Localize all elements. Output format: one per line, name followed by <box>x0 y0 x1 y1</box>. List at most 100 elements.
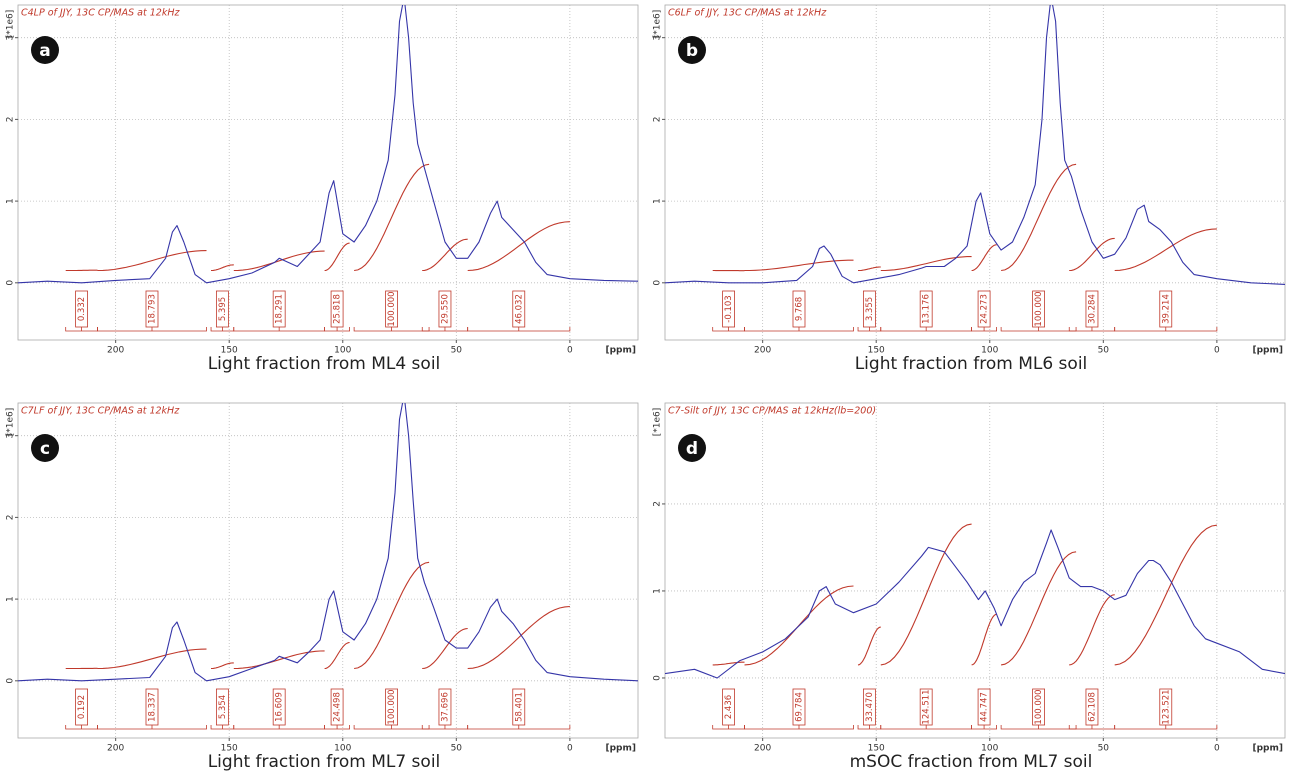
y-tick-label: 2 <box>6 515 16 521</box>
integral-label: 18.291 <box>275 294 285 324</box>
integral-label: 30.284 <box>1087 294 1097 324</box>
plot-area <box>18 0 638 283</box>
integral-label: -0.103 <box>724 295 734 322</box>
plot-area <box>665 0 1285 284</box>
x-tick-label: 50 <box>451 744 463 754</box>
spectrum-title: C4LP of JJY, 13C CP/MAS at 12kHz <box>21 8 180 19</box>
integral-label: 46.032 <box>514 294 524 324</box>
integral-curve <box>858 627 881 665</box>
caption: Light fraction from ML6 soil <box>855 354 1088 374</box>
x-tick-label: 200 <box>107 346 124 356</box>
integral-curve <box>745 260 854 270</box>
integral-label: 44.747 <box>980 692 990 722</box>
integral-label: 5.354 <box>218 695 228 719</box>
integral-curve <box>211 265 234 271</box>
panel-label: a <box>39 41 50 61</box>
plot-area <box>18 395 638 681</box>
integral-curve <box>234 251 325 270</box>
integral-label: 18.337 <box>147 692 157 722</box>
integral-label: 100.000 <box>1034 689 1044 724</box>
plot-frame <box>665 5 1285 340</box>
integral-label: 0.192 <box>77 695 87 719</box>
integral-curve <box>1069 238 1115 270</box>
y-tick-label: 0 <box>6 678 16 684</box>
integral-curve <box>1001 164 1076 270</box>
integral-label: 100.000 <box>387 689 397 724</box>
integral-label: 9.768 <box>794 297 804 321</box>
integral-curve <box>881 524 972 665</box>
caption: mSOC fraction from ML7 soil <box>850 752 1093 772</box>
plot-frame <box>18 5 638 340</box>
x-tick-label: 0 <box>567 744 573 754</box>
y-axis-label: [*1e6] <box>653 408 663 437</box>
integral-label: 39.214 <box>1161 294 1171 324</box>
y-tick-label: 2 <box>653 117 663 123</box>
spectrum-line <box>18 395 638 681</box>
y-tick-label: 2 <box>6 117 16 123</box>
y-tick-label: 0 <box>653 280 663 286</box>
integral-curve <box>881 257 972 271</box>
panel-label: d <box>686 439 698 459</box>
integral-label: 100.000 <box>1034 291 1044 326</box>
integral-label: 2.436 <box>724 695 734 719</box>
integral-label: 33.470 <box>865 692 875 722</box>
integral-label: 124.511 <box>922 689 932 724</box>
y-axis-label: [*1e6] <box>6 408 16 437</box>
integral-label: 0.332 <box>77 297 87 321</box>
caption: Light fraction from ML4 soil <box>208 354 441 374</box>
integral-curve <box>354 562 429 668</box>
integral-label: 16.609 <box>275 692 285 722</box>
x-tick-label: 50 <box>451 346 463 356</box>
integral-label: 58.401 <box>514 692 524 722</box>
y-tick-label: 1 <box>653 588 663 594</box>
spectrum-title: C6LF of JJY, 13C CP/MAS at 12kHz <box>668 8 827 19</box>
integral-curve <box>325 243 350 270</box>
x-tick-label: 0 <box>1214 346 1220 356</box>
spectrum-title: C7-Silt of JJY, 13C CP/MAS at 12kHz(lb=2… <box>668 406 876 417</box>
y-tick-label: 2 <box>653 501 663 507</box>
integral-curve <box>858 267 881 271</box>
integral-curve <box>1115 525 1217 665</box>
spectrum-line <box>665 0 1285 284</box>
integral-label: 62.108 <box>1087 692 1097 722</box>
x-axis-label: [ppm] <box>606 346 637 356</box>
x-tick-label: 0 <box>567 346 573 356</box>
x-tick-label: 50 <box>1098 346 1110 356</box>
integral-curve <box>972 614 997 665</box>
integral-label: 3.355 <box>865 297 875 321</box>
integral-label: 69.784 <box>794 692 804 722</box>
integral-label: 13.176 <box>922 294 932 324</box>
integral-curve <box>972 245 997 271</box>
x-axis-label: [ppm] <box>1253 346 1284 356</box>
x-tick-label: 0 <box>1214 744 1220 754</box>
caption: Light fraction from ML7 soil <box>208 752 441 772</box>
panel-label: c <box>40 439 50 459</box>
spectrum-line <box>665 530 1285 678</box>
integral-curve <box>713 662 745 665</box>
x-axis-label: [ppm] <box>606 744 637 754</box>
integral-curve <box>325 643 350 669</box>
integral-curve <box>354 164 429 270</box>
integral-label: 5.395 <box>218 297 228 321</box>
integral-curve <box>468 607 570 669</box>
plot-frame <box>18 403 638 738</box>
integral-label: 24.273 <box>980 294 990 324</box>
integral-curve <box>211 663 234 669</box>
spectrum-line <box>18 0 638 283</box>
integral-label: 29.550 <box>440 294 450 324</box>
integral-label: 100.000 <box>387 291 397 326</box>
plot-area <box>665 524 1285 678</box>
spectrum-title: C7LF of JJY, 13C CP/MAS at 12kHz <box>21 406 180 417</box>
integral-curve <box>468 222 570 271</box>
integral-curve <box>1001 552 1076 665</box>
y-tick-label: 1 <box>6 198 16 204</box>
integral-label: 18.793 <box>147 294 157 324</box>
y-tick-label: 0 <box>653 675 663 681</box>
integral-label: 25.818 <box>333 294 343 324</box>
integral-label: 123.521 <box>1161 689 1171 724</box>
